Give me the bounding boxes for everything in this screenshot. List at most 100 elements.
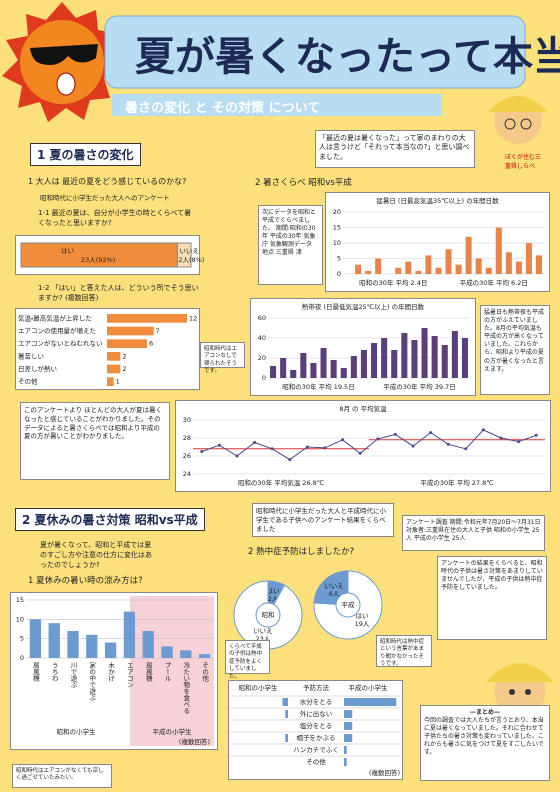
category-label: その他 [306, 757, 326, 766]
summary-title: —まとめ— [469, 709, 500, 716]
slice-label: いいえ [253, 627, 273, 635]
category-label: いいえ [179, 247, 199, 255]
bar [405, 261, 412, 274]
subtitle: 暑さの変化 と その対策 について [125, 101, 321, 116]
point [429, 431, 433, 435]
bar [198, 654, 211, 658]
bar [29, 619, 42, 658]
point [305, 445, 309, 449]
bar [451, 331, 458, 378]
tropical-chart: 熱帯夜 (日最低気温25℃以上) の年間日数 0 20 40 60 昭和の30年 平均 1… [250, 298, 476, 396]
category-label: 外に出ない [300, 709, 333, 718]
data-note: 次にデータを昭和と平成でくらべました。 期間:昭和の30年 平成の30年 気象庁… [258, 205, 323, 285]
point [376, 437, 380, 441]
side-note: 昭和時代はエアコンなしで寝られたそうです。 [200, 342, 245, 374]
point [253, 441, 257, 444]
bar [455, 264, 462, 274]
y-tick-label: 10 [333, 239, 341, 247]
slice-label: はい [267, 587, 280, 595]
point [235, 454, 239, 458]
bar [344, 758, 347, 766]
bar [320, 348, 327, 378]
y-tick-label: 5 [20, 635, 24, 643]
group-label: 平成の30年 平均 6.2日 [460, 278, 528, 287]
average-label: 昭和の30年 平均気温 26.8℃ [238, 478, 324, 487]
bar [350, 356, 357, 378]
category-label: その他 [18, 377, 38, 386]
bar [535, 255, 542, 274]
survey-info: アンケート調査 期間:令和元年7月20日〜7月31日 対象者:三重県在住の大人と… [402, 515, 545, 551]
y-tick-label: 5 [337, 255, 341, 263]
header: 平成の小学生 [349, 683, 389, 692]
category-label: 水分をとる [300, 697, 333, 706]
point [270, 447, 274, 451]
point [341, 438, 345, 442]
bar [515, 261, 522, 274]
bar [411, 340, 418, 378]
slice-label: いいえ [324, 582, 344, 590]
bar [107, 326, 154, 336]
y-tick-label: 24 [183, 470, 191, 478]
bar [441, 345, 448, 378]
category-label: 暑苦しい [18, 351, 44, 360]
panel [250, 298, 476, 396]
point [358, 451, 362, 455]
y-tick-label: 0 [337, 270, 341, 278]
bar [142, 630, 154, 658]
bar [435, 267, 442, 274]
bar [123, 611, 136, 658]
bar [104, 642, 117, 658]
heading: 2 熱中症予防はしましたか? [248, 547, 355, 557]
category-label: 扇風機 [144, 662, 152, 682]
bar [344, 698, 397, 706]
bar [107, 377, 114, 386]
slice-value: 19人 [355, 620, 370, 628]
character-note: ぼくが住む三重県しらべ [505, 154, 542, 170]
bar [282, 698, 288, 706]
group-label: 平成の小学生 [153, 727, 193, 736]
category-label: プール [163, 662, 171, 682]
cooling-chart: 0 5 10 15 扇風機 うちわ 川で遊ぶ 家の中で遊ぶ 木かげ エアコン 扇風機 プール 冷たい物を… [10, 592, 218, 750]
category-label: エアコンがないとねむれない [18, 339, 103, 348]
bar [20, 242, 178, 268]
header: 予防方法 [303, 683, 330, 692]
point [517, 440, 521, 444]
point [393, 432, 397, 436]
bar [161, 646, 173, 658]
bar [340, 368, 347, 378]
bar [395, 267, 402, 274]
bar [475, 258, 482, 274]
y-tick-label: 60 [258, 314, 266, 322]
intro: 夏が暑くなって、昭和と平成では夏のすごし方や注意の仕方に変化はあったのでしょうか… [40, 541, 152, 569]
bar [176, 242, 192, 268]
bar [415, 270, 422, 274]
bar [86, 634, 98, 658]
bar [360, 350, 367, 378]
bar [280, 358, 287, 378]
bar [48, 623, 60, 658]
category-label: うちわ [50, 662, 58, 682]
bar [431, 336, 438, 378]
slice-value: 6人 [329, 590, 340, 598]
point [464, 447, 468, 451]
value-label: 2人(8%) [178, 256, 204, 264]
pie-name: 平成 [342, 600, 356, 609]
category-label: その他 [201, 662, 209, 683]
y-tick-label: 20 [333, 208, 341, 216]
value-label: 2 [122, 352, 126, 360]
point [323, 446, 327, 450]
point [481, 428, 485, 432]
bar [375, 258, 382, 274]
bar [67, 630, 79, 658]
point [200, 450, 204, 453]
slice-value: 2人 [268, 595, 279, 603]
y-tick-label: 10 [16, 615, 24, 623]
value-label: 2 [122, 365, 126, 373]
bar [391, 350, 398, 378]
y-tick-label: 40 [258, 334, 266, 342]
bar [421, 328, 428, 378]
question: 1-2 「はい」と答えた人は、どういう所でそう思いますか? (複数回答) [38, 284, 199, 302]
note: 昭和時代に小学生だった大人へのアンケート [40, 194, 170, 202]
